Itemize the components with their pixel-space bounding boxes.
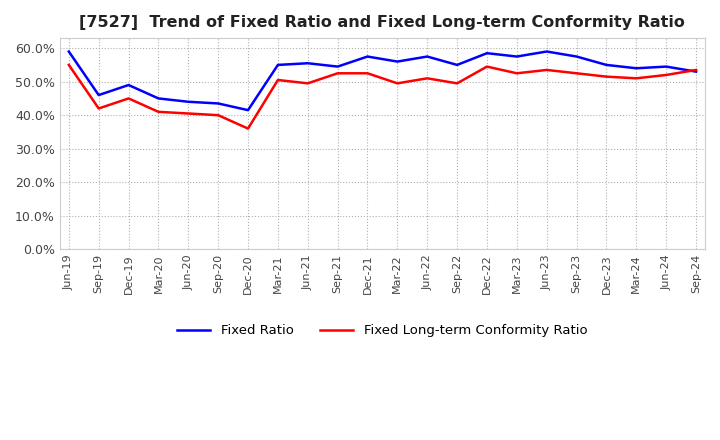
Fixed Ratio bbox=[662, 64, 670, 69]
Fixed Ratio bbox=[65, 49, 73, 54]
Fixed Long-term Conformity Ratio bbox=[214, 113, 222, 118]
Fixed Long-term Conformity Ratio bbox=[692, 67, 701, 73]
Fixed Ratio bbox=[542, 49, 551, 54]
Fixed Long-term Conformity Ratio bbox=[125, 96, 133, 101]
Fixed Long-term Conformity Ratio bbox=[572, 71, 581, 76]
Fixed Long-term Conformity Ratio bbox=[662, 72, 670, 77]
Fixed Ratio bbox=[274, 62, 282, 68]
Fixed Ratio bbox=[154, 96, 163, 101]
Fixed Ratio bbox=[94, 92, 103, 98]
Legend: Fixed Ratio, Fixed Long-term Conformity Ratio: Fixed Ratio, Fixed Long-term Conformity … bbox=[172, 319, 593, 343]
Fixed Long-term Conformity Ratio bbox=[482, 64, 491, 69]
Fixed Long-term Conformity Ratio bbox=[65, 62, 73, 68]
Fixed Ratio bbox=[184, 99, 193, 104]
Fixed Ratio bbox=[333, 64, 342, 69]
Fixed Long-term Conformity Ratio bbox=[333, 71, 342, 76]
Fixed Long-term Conformity Ratio bbox=[453, 81, 462, 86]
Fixed Long-term Conformity Ratio bbox=[542, 67, 551, 73]
Fixed Long-term Conformity Ratio bbox=[94, 106, 103, 111]
Fixed Long-term Conformity Ratio bbox=[184, 111, 193, 116]
Fixed Ratio bbox=[423, 54, 431, 59]
Fixed Ratio bbox=[363, 54, 372, 59]
Fixed Long-term Conformity Ratio bbox=[274, 77, 282, 83]
Fixed Ratio bbox=[393, 59, 402, 64]
Fixed Long-term Conformity Ratio bbox=[423, 76, 431, 81]
Fixed Ratio bbox=[214, 101, 222, 106]
Fixed Ratio bbox=[572, 54, 581, 59]
Fixed Ratio bbox=[243, 107, 252, 113]
Fixed Long-term Conformity Ratio bbox=[513, 71, 521, 76]
Fixed Ratio bbox=[125, 82, 133, 88]
Fixed Ratio bbox=[513, 54, 521, 59]
Fixed Ratio bbox=[453, 62, 462, 68]
Fixed Ratio bbox=[632, 66, 641, 71]
Line: Fixed Ratio: Fixed Ratio bbox=[69, 51, 696, 110]
Line: Fixed Long-term Conformity Ratio: Fixed Long-term Conformity Ratio bbox=[69, 65, 696, 128]
Fixed Long-term Conformity Ratio bbox=[602, 74, 611, 79]
Fixed Long-term Conformity Ratio bbox=[154, 109, 163, 114]
Fixed Long-term Conformity Ratio bbox=[363, 71, 372, 76]
Fixed Long-term Conformity Ratio bbox=[393, 81, 402, 86]
Fixed Long-term Conformity Ratio bbox=[243, 126, 252, 131]
Fixed Ratio bbox=[482, 51, 491, 56]
Fixed Long-term Conformity Ratio bbox=[303, 81, 312, 86]
Fixed Ratio bbox=[692, 69, 701, 74]
Title: [7527]  Trend of Fixed Ratio and Fixed Long-term Conformity Ratio: [7527] Trend of Fixed Ratio and Fixed Lo… bbox=[79, 15, 685, 30]
Fixed Ratio bbox=[602, 62, 611, 68]
Fixed Ratio bbox=[303, 61, 312, 66]
Fixed Long-term Conformity Ratio bbox=[632, 76, 641, 81]
